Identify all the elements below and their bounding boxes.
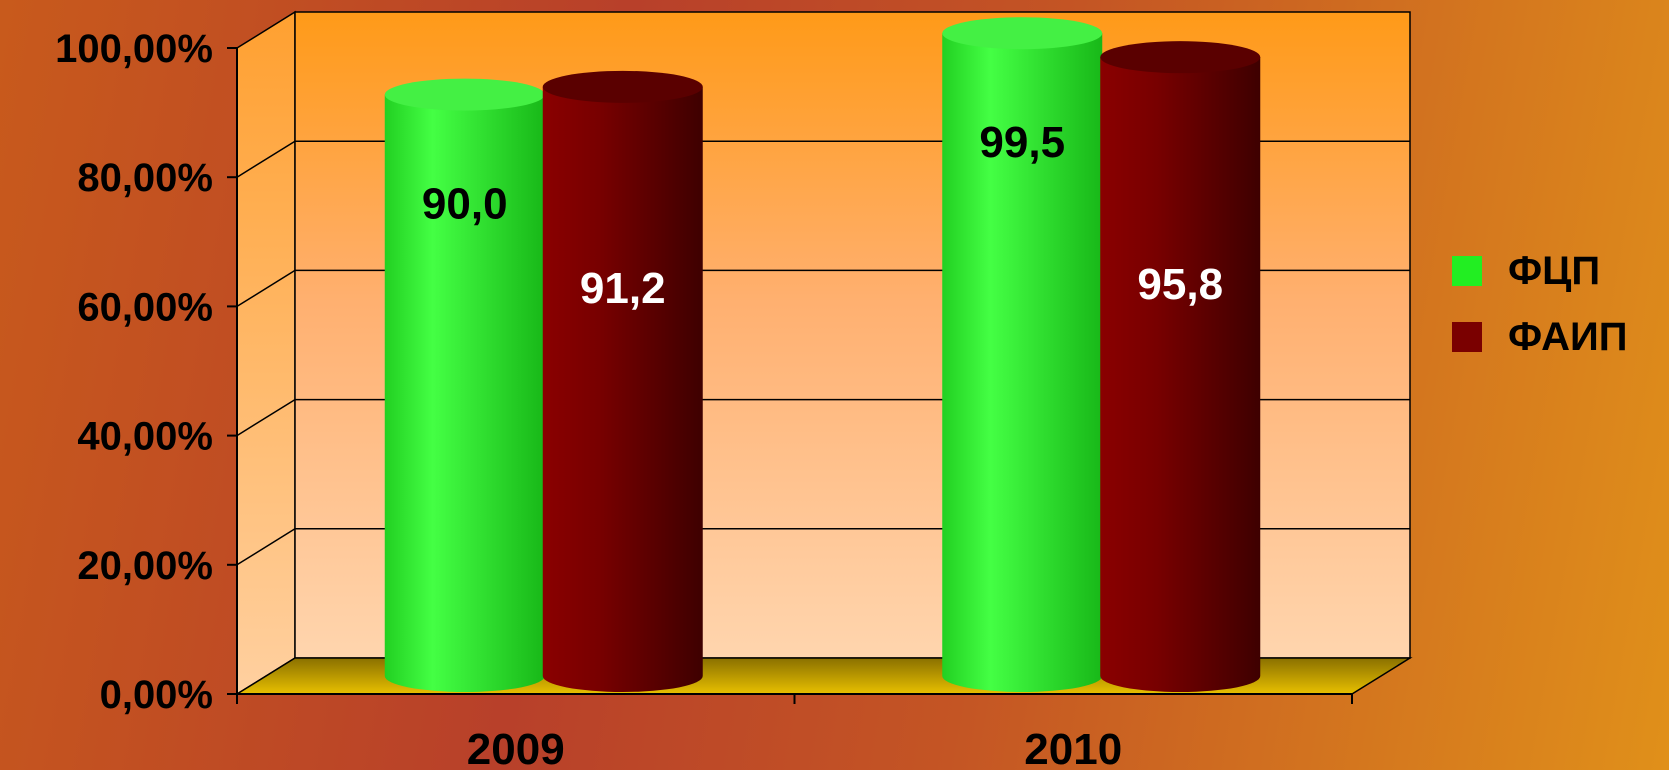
y-tick-label: 40,00% — [77, 415, 213, 459]
bar: 91,2 — [542, 70, 703, 692]
gridline-side — [236, 269, 296, 308]
gridline-side — [236, 398, 296, 437]
bar-body — [1100, 57, 1261, 692]
bar-body — [384, 94, 545, 693]
gridline-side — [236, 140, 296, 178]
x-tick-label: 2010 — [1024, 725, 1122, 770]
bar: 90,0 — [384, 78, 545, 693]
legend-label-fcp: ФЦП — [1508, 248, 1601, 293]
y-tick-label: 60,00% — [77, 285, 213, 329]
y-tick-label: 100,00% — [55, 27, 213, 71]
data-label: 99,5 — [979, 118, 1065, 167]
bar: 95,8 — [1100, 41, 1261, 692]
data-label: 95,8 — [1137, 260, 1223, 309]
data-label: 91,2 — [580, 264, 666, 313]
bar-top — [384, 78, 545, 111]
bar-top — [542, 70, 703, 103]
legend-swatch-faip — [1452, 322, 1482, 352]
gridline-side — [236, 528, 296, 566]
legend-swatch-fcp — [1452, 256, 1482, 286]
bar: 99,5 — [942, 17, 1103, 693]
legend-item-fcp: ФЦП — [1452, 238, 1628, 304]
y-tick-label: 0,00% — [100, 673, 213, 717]
bar-top — [1100, 41, 1261, 74]
y-tick-label: 80,00% — [77, 156, 213, 200]
chart-side-wall — [236, 10, 296, 696]
y-tick-label: 20,00% — [77, 544, 213, 588]
bar-body — [942, 33, 1103, 693]
legend: ФЦП ФАИП — [1452, 238, 1628, 370]
legend-label-faip: ФАИП — [1508, 314, 1628, 359]
bar-top — [942, 17, 1103, 50]
x-tick-label: 2009 — [467, 725, 565, 770]
data-label: 90,0 — [422, 180, 508, 229]
legend-item-faip: ФАИП — [1452, 304, 1628, 370]
bar-body — [542, 86, 703, 692]
